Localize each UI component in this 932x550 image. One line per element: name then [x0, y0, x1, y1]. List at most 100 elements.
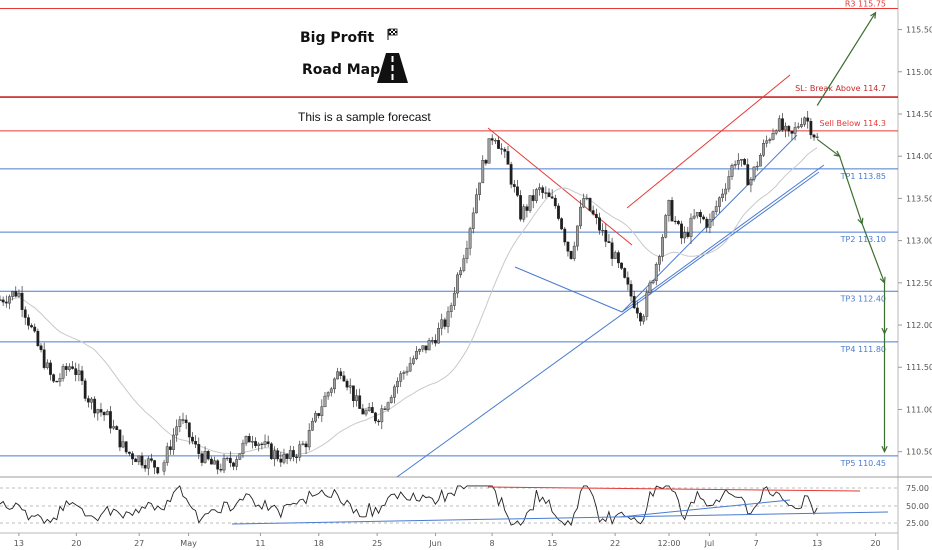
candle-body: [743, 159, 747, 165]
candle-body: [459, 270, 463, 276]
level-lines: R3 115.75 SL: Break Above 114.7 Sell Below…: [0, 0, 898, 468]
candle-body: [730, 165, 734, 177]
candle-body: [213, 460, 216, 465]
x-tick-label: 25: [372, 539, 382, 548]
osc-tick-label: 75.00: [906, 484, 929, 493]
candle-body: [222, 458, 226, 471]
candle-body: [815, 136, 819, 138]
candle-body: [582, 198, 586, 208]
candle-body: [777, 118, 781, 131]
candle-body: [765, 140, 769, 144]
y-tick-label: 113.500: [906, 194, 932, 203]
candle-body: [310, 420, 314, 431]
candle-body: [194, 441, 198, 445]
candle-body: [235, 459, 239, 467]
candle-body: [560, 218, 564, 230]
candle-body: [396, 381, 399, 388]
candle-body: [639, 313, 642, 322]
candle-body: [137, 455, 141, 463]
candle-body: [181, 419, 185, 421]
candle-body: [150, 458, 153, 461]
candle-body: [598, 217, 601, 231]
candle-body: [307, 430, 311, 448]
candle-body: [768, 139, 772, 141]
y-tick-label: 112.500: [906, 279, 932, 288]
candle-body: [121, 441, 125, 448]
candle-body: [86, 398, 90, 403]
candle-body: [478, 182, 481, 195]
brand-title: Big Profit: [300, 30, 375, 46]
candle-body: [389, 397, 393, 403]
candle-body: [68, 366, 71, 370]
candle-body: [109, 411, 112, 429]
candle-body: [721, 193, 724, 198]
oscillator-line: [0, 485, 818, 527]
candle-body: [610, 242, 614, 259]
candle-body: [187, 422, 191, 438]
x-tick-label: 20: [870, 539, 880, 548]
candle-body: [755, 165, 759, 168]
candle-body: [273, 450, 276, 460]
candle-body: [762, 143, 765, 156]
candle-body: [468, 228, 472, 249]
candle-body: [74, 368, 78, 375]
level-label: TP3 112.40: [840, 294, 886, 303]
candle-body: [695, 212, 699, 217]
candle-body: [635, 307, 639, 314]
candle-body: [112, 426, 115, 429]
candle-body: [522, 206, 526, 220]
candle-body: [232, 462, 235, 467]
candle-body: [115, 426, 119, 430]
y-tick-label: 110.500: [906, 448, 932, 457]
x-tick-label: May: [180, 539, 197, 548]
branding: Big Profit Road Map: [300, 28, 408, 83]
candle-body: [525, 206, 529, 211]
candle-body: [288, 450, 292, 459]
candle-body: [260, 443, 264, 445]
brand-subtitle: Road Map: [302, 62, 380, 78]
candle-body: [676, 220, 680, 225]
moving-average-line: [0, 147, 818, 455]
candle-body: [11, 291, 15, 297]
candle-body: [266, 441, 270, 444]
candle-body: [20, 292, 24, 310]
candle-body: [33, 326, 37, 332]
candle-body: [55, 381, 59, 383]
candle-body: [292, 450, 295, 458]
candle-body: [812, 134, 816, 138]
candle-body: [617, 252, 620, 264]
candle-body: [449, 305, 453, 312]
candle-body: [497, 140, 500, 149]
breakout-path-arrow: [816, 12, 877, 106]
candle-body: [17, 292, 21, 297]
candle-body: [351, 385, 355, 402]
y-tick-label: 111.500: [906, 363, 932, 372]
candle-body: [591, 210, 595, 215]
candle-body: [203, 451, 207, 463]
candle-body: [493, 140, 497, 142]
x-tick-label: 8: [490, 539, 495, 548]
candle-body: [452, 292, 456, 306]
candle-body: [528, 195, 532, 211]
candle-body: [430, 340, 434, 342]
candle-body: [228, 457, 232, 464]
candle-body: [781, 118, 784, 131]
candle-body: [553, 197, 557, 207]
candle-body: [134, 458, 138, 463]
candle-body: [364, 410, 368, 415]
candle-body: [4, 301, 8, 304]
candle-body: [623, 268, 627, 278]
arrow-head: [857, 217, 864, 226]
x-tick-label: 27: [134, 539, 144, 548]
candle-body: [484, 160, 488, 164]
candle-body: [304, 443, 308, 448]
candle-body: [793, 127, 797, 134]
candle-body: [99, 409, 103, 413]
candle-body: [427, 340, 431, 351]
candle-body: [285, 453, 289, 459]
blue-long-support-line: [396, 171, 820, 478]
candle-body: [105, 411, 109, 416]
y-tick-label: 114.500: [906, 110, 932, 119]
candle-body: [740, 159, 743, 161]
